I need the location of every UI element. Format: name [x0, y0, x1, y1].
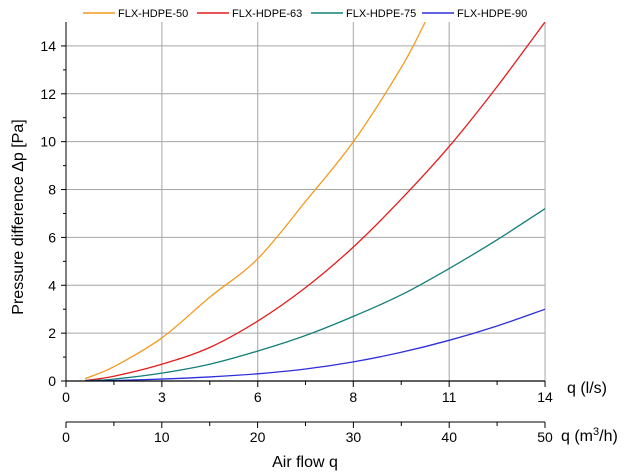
grid	[66, 22, 546, 381]
y-tick-label: 14	[40, 38, 56, 54]
x-unit-secondary-suffix: /h)	[599, 428, 618, 445]
y-tick-label: 6	[48, 229, 56, 245]
y-tick-label: 2	[48, 325, 56, 341]
legend-label: FLX-HDPE-63	[232, 8, 302, 20]
series-line-flx-hdpe-75	[85, 208, 545, 381]
x-tick-label-ls: 8	[349, 389, 357, 405]
series-lines	[84, 22, 545, 381]
x-tick-label-m3h: 40	[441, 429, 457, 445]
x-unit-secondary: q (m3/h)	[561, 426, 618, 445]
x-tick-label-ls: 0	[62, 389, 70, 405]
x-axis-title: Air flow q	[272, 454, 338, 471]
y-tick-label: 8	[48, 182, 56, 198]
legend-label: FLX-HDPE-50	[118, 8, 188, 20]
x-tick-label-m3h: 50	[537, 429, 553, 445]
series-line-flx-hdpe-50	[84, 22, 426, 380]
x-unit-secondary-prefix: q (m	[561, 428, 593, 445]
y-tick-label: 10	[40, 134, 56, 150]
y-tick-label: 12	[40, 86, 56, 102]
axes	[61, 22, 546, 428]
tick-labels: 0 2 4 6 8 10 12 14 0 3 6 8 11 14 0 10 20 30 40 50	[40, 38, 553, 445]
x-tick-label-ls: 14	[537, 389, 553, 405]
y-tick-label: 4	[48, 277, 56, 293]
y-axis-title: Pressure difference Δp [Pa]	[10, 119, 27, 314]
legend: FLX-HDPE-50 FLX-HDPE-63 FLX-HDPE-75 FLX-HDP…	[83, 8, 527, 20]
series-line-flx-hdpe-90	[85, 308, 545, 381]
y-tick-label: 0	[48, 373, 56, 389]
x-tick-label-ls: 6	[254, 389, 262, 405]
x-unit-primary: q (l/s)	[567, 380, 607, 397]
x-tick-label-m3h: 0	[62, 429, 70, 445]
x-tick-label-ls: 3	[158, 389, 166, 405]
x-tick-label-m3h: 20	[250, 429, 266, 445]
legend-label: FLX-HDPE-90	[457, 8, 527, 20]
series-line-flx-hdpe-63	[85, 22, 545, 381]
x-tick-label-m3h: 30	[346, 429, 362, 445]
x-tick-label-m3h: 10	[154, 429, 170, 445]
legend-label: FLX-HDPE-75	[346, 8, 416, 20]
x-unit-secondary-sup: 3	[593, 426, 599, 438]
x-tick-label-ls: 11	[442, 389, 457, 405]
